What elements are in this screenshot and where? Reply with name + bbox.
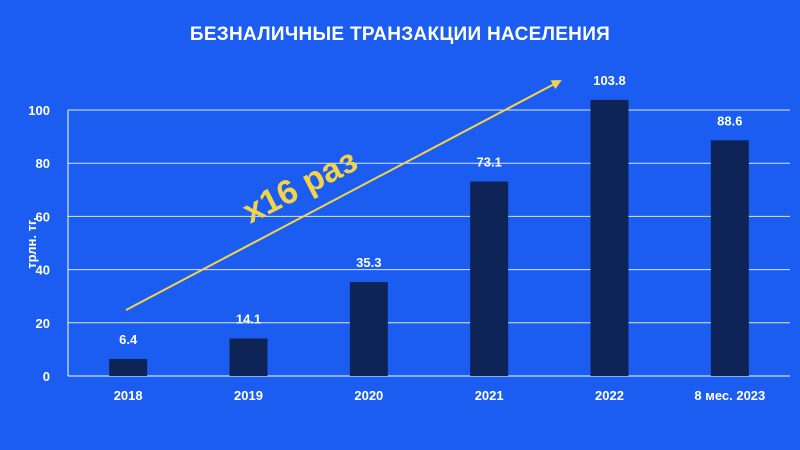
x-tick-label: 8 мес. 2023 — [694, 388, 765, 403]
y-tick-label: 20 — [36, 316, 50, 331]
x-tick-labels: 2018 2019 2020 2021 2022 8 мес. 2023 — [114, 388, 766, 403]
y-tick-label: 100 — [28, 103, 50, 118]
bar — [590, 99, 629, 376]
value-labels: 6.4 14.1 35.3 73.1 103.8 88.6 — [119, 73, 742, 347]
y-tick-labels: 0 20 40 60 80 100 — [28, 103, 50, 384]
value-label: 103.8 — [593, 73, 626, 88]
x-tick-label: 2018 — [114, 388, 143, 403]
value-label: 88.6 — [717, 113, 742, 128]
chart-title: БЕЗНАЛИЧНЫЕ ТРАНЗАКЦИИ НАСЕЛЕНИЯ — [189, 24, 611, 45]
y-tick-label: 40 — [36, 263, 50, 278]
x-tick-label: 2021 — [475, 388, 504, 403]
x-tick-label: 2019 — [234, 388, 263, 403]
value-label: 35.3 — [356, 255, 381, 270]
value-label: 6.4 — [119, 332, 138, 347]
y-tick-label: 0 — [43, 369, 50, 384]
growth-arrow — [125, 80, 562, 311]
x-tick-label: 2022 — [595, 388, 624, 403]
y-tick-label: 80 — [36, 156, 50, 171]
x-tick-label: 2020 — [354, 388, 383, 403]
bar — [349, 282, 388, 376]
bar — [109, 358, 148, 376]
bar — [470, 181, 509, 376]
bar — [229, 338, 268, 376]
bar — [710, 140, 749, 376]
y-axis-label: трлн. тг. — [24, 217, 39, 268]
y-tick-label: 60 — [36, 209, 50, 224]
gridlines — [68, 109, 790, 324]
value-label: 14.1 — [236, 311, 261, 326]
bars — [109, 99, 749, 376]
value-label: 73.1 — [477, 155, 502, 170]
